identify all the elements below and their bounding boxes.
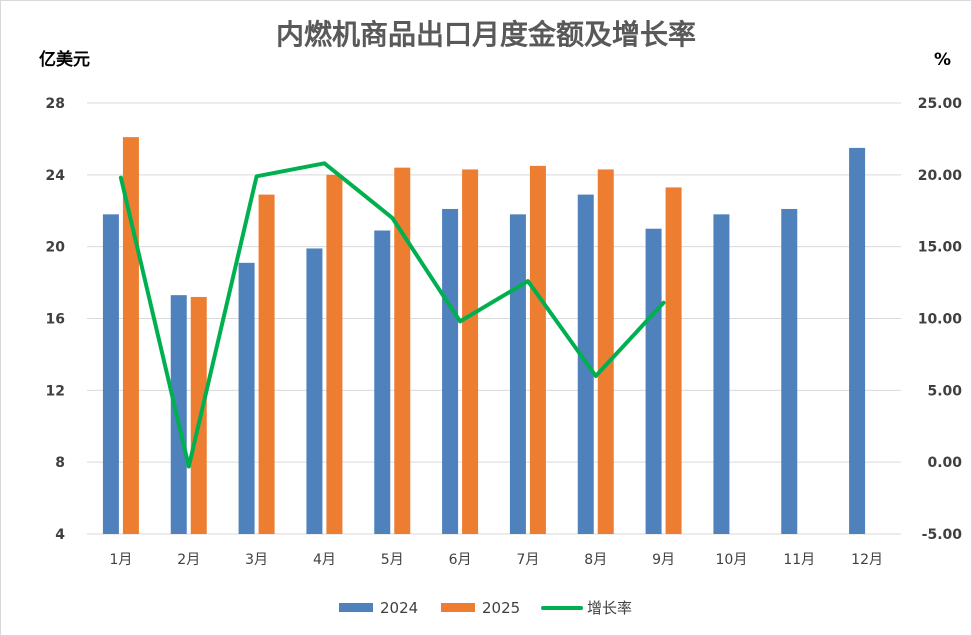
bar-2024	[170, 295, 187, 534]
y-tick-label-left: 12	[46, 383, 65, 399]
bar-2024	[781, 208, 798, 534]
x-axis-ticks: 1月 2月 3月 4月 5月 6月 7月 8月 9月 10月 11月 12月	[109, 552, 883, 568]
bar-2024	[374, 230, 391, 535]
legend-label: 增长率	[587, 599, 632, 617]
x-tick-label: 2月	[177, 552, 200, 568]
y-tick-label-left: 24	[46, 168, 66, 184]
x-tick-label: 5月	[381, 552, 404, 568]
legend-swatch-2024	[339, 603, 373, 612]
bar-2024	[306, 248, 323, 534]
bar-2025	[258, 194, 275, 534]
bar-2025	[597, 169, 614, 534]
y-tick-label-left: 8	[55, 455, 65, 471]
x-tick-label: 3月	[245, 552, 268, 568]
x-tick-label: 11月	[783, 552, 815, 568]
legend-label: 2025	[482, 599, 520, 617]
x-tick-label: 9月	[652, 552, 675, 568]
bar-2024	[509, 214, 526, 534]
y-tick-label-right: 15.00	[918, 240, 963, 256]
bar-2024	[713, 214, 730, 534]
bar-2024	[442, 208, 459, 534]
chart-title: 内燃机商品出口月度金额及增长率	[276, 18, 696, 51]
x-tick-label: 10月	[716, 552, 748, 568]
legend-swatch-2025	[441, 603, 475, 612]
y-tick-label-right: 5.00	[927, 383, 962, 399]
x-tick-label: 7月	[516, 552, 539, 568]
y-axis-left-unit: 亿美元	[39, 49, 90, 70]
gridlines	[87, 102, 901, 535]
bars	[102, 137, 866, 535]
bar-2024	[238, 262, 255, 534]
x-tick-label: 8月	[584, 552, 607, 568]
y-axis-right-ticks: -5.00 0.00 5.00 10.00 15.00 20.00 25.00	[918, 96, 963, 543]
bar-2024	[102, 214, 119, 534]
x-tick-label: 12月	[851, 552, 883, 568]
y-tick-label-right: 10.00	[918, 312, 963, 328]
growth-line-layer	[118, 161, 666, 469]
x-tick-label: 6月	[449, 552, 472, 568]
y-tick-label-right: 25.00	[918, 96, 963, 112]
y-tick-label-left: 16	[46, 312, 65, 328]
bar-2025	[529, 165, 546, 534]
y-tick-label-left: 20	[46, 240, 66, 256]
bar-2024	[849, 147, 866, 535]
y-tick-label-left: 28	[46, 96, 65, 112]
x-tick-label: 1月	[109, 552, 132, 568]
y-tick-label-right: 0.00	[927, 455, 962, 471]
bar-2025	[462, 169, 479, 534]
x-tick-label: 4月	[313, 552, 336, 568]
bar-2025	[326, 174, 343, 535]
bar-2025	[394, 167, 411, 534]
y-tick-label-right: 20.00	[918, 168, 963, 184]
legend-label: 2024	[380, 599, 418, 617]
growth-rate-line	[118, 161, 666, 469]
y-tick-label-left: 4	[55, 527, 65, 543]
legend: 2024 2025 增长率	[339, 599, 632, 617]
y-tick-label-right: -5.00	[922, 527, 963, 543]
y-axis-right-unit: %	[934, 50, 951, 70]
y-axis-left-ticks: 4 8 12 16 20 24 28	[46, 96, 66, 543]
bar-2025	[665, 187, 682, 534]
bar-2024	[645, 228, 662, 535]
